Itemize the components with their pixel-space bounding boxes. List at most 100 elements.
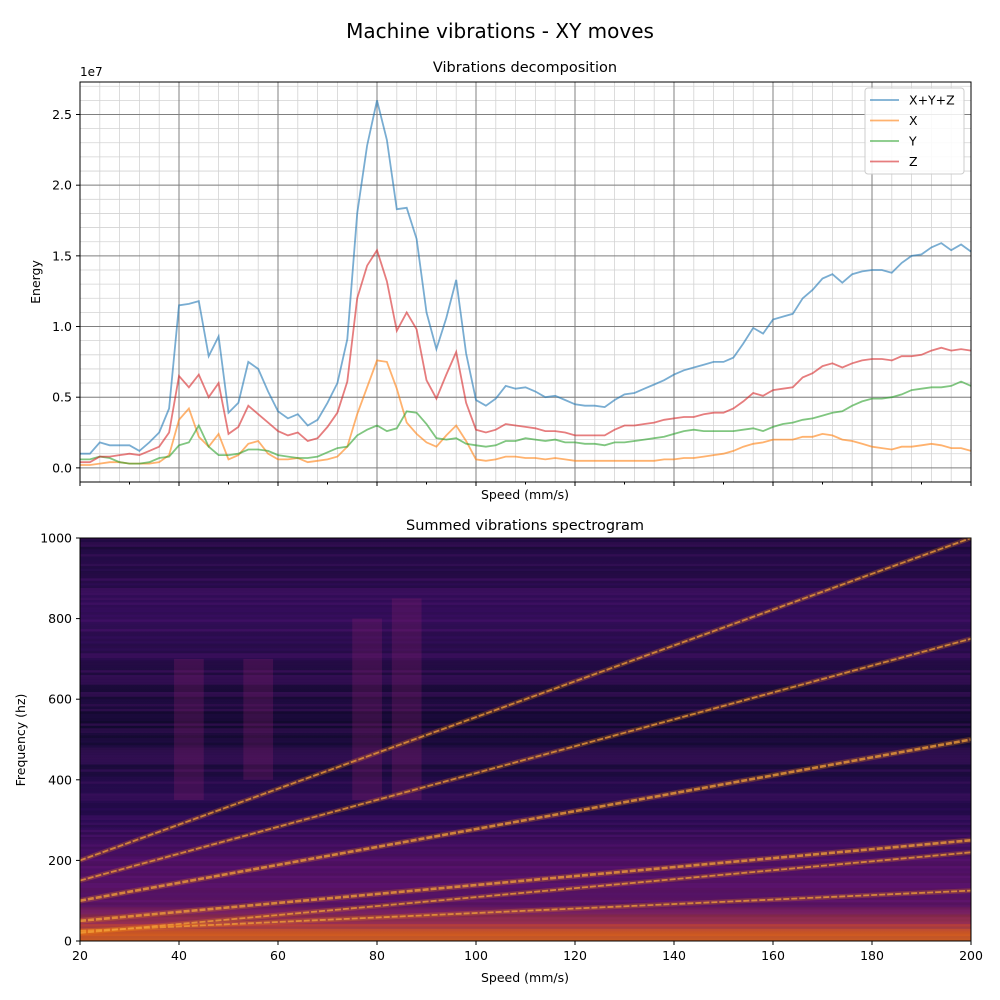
- spectrogram-band: [80, 808, 971, 811]
- top-y-axis-label: Energy: [28, 260, 43, 304]
- spectrogram-band: [80, 841, 971, 845]
- spectrogram-band: [80, 774, 971, 777]
- spectrogram-band: [80, 585, 971, 588]
- spectrogram-band: [80, 919, 971, 922]
- bottom-chart-frame: [79, 537, 972, 942]
- top-chart-ticks: 0.0 0.5 1.0 1.5 2.0 2.5: [52, 107, 972, 486]
- spectrogram-band: [80, 655, 971, 659]
- spectrogram-band: [80, 725, 971, 729]
- spectrogram-band: [80, 633, 971, 637]
- spectrogram-band: [80, 892, 971, 896]
- ridge-line: [80, 889, 971, 932]
- spectrogram-band: [80, 866, 971, 869]
- spectrogram-band: [80, 590, 971, 593]
- spectrogram-band: [80, 783, 971, 787]
- spectrogram-band: [80, 890, 971, 893]
- spectrogram-band: [80, 614, 971, 617]
- spectrogram-band: [80, 781, 971, 784]
- spectrogram-band: [80, 926, 971, 929]
- bottom-x-axis-label: Speed (mm/s): [481, 970, 569, 985]
- spectrogram-band: [80, 708, 971, 712]
- spectrogram-band: [80, 619, 971, 622]
- y-tick-label: 1.0: [52, 319, 72, 334]
- spectrogram-band: [80, 844, 971, 847]
- figure-title: Machine vibrations - XY moves: [346, 19, 654, 43]
- spectrogram-band: [80, 798, 971, 801]
- spectrogram-band: [80, 716, 971, 719]
- legend-entry: Z: [909, 154, 918, 169]
- spectrogram-band: [80, 745, 971, 748]
- spectrogram-band: [80, 846, 971, 850]
- spectrogram-band: [80, 832, 971, 835]
- spectrogram-band: [80, 575, 971, 579]
- bottom-chart-title: Summed vibrations spectrogram: [406, 518, 644, 534]
- spectrogram-band: [80, 851, 971, 854]
- low-frequency-band: [80, 928, 971, 941]
- spectrogram-band: [80, 713, 971, 717]
- spectrogram-band: [80, 754, 971, 758]
- spectrogram-band: [80, 704, 971, 707]
- spectrogram-band: [80, 665, 971, 668]
- spectrogram-band: [80, 916, 971, 920]
- spectrogram-background: [80, 538, 971, 941]
- spectrogram-band: [80, 822, 971, 825]
- spectrogram-band: [80, 571, 971, 574]
- x-tick-label: 100: [464, 948, 488, 963]
- top-y-scale-label: 1e7: [80, 65, 103, 79]
- spectrogram-band: [80, 643, 971, 647]
- y-tick-label: 600: [48, 692, 72, 707]
- legend: X+Y+Z XYZ: [864, 87, 965, 175]
- spectrogram-band: [80, 624, 971, 627]
- x-tick-label: 20: [72, 948, 88, 963]
- spectrogram-band: [80, 583, 971, 586]
- spectrogram-band: [80, 795, 971, 799]
- spectrogram-band: [80, 747, 971, 750]
- spectrogram-band: [80, 602, 971, 605]
- spectrogram-ridges: [80, 538, 971, 936]
- spectrogram-band: [80, 921, 971, 925]
- spectrogram-band: [80, 762, 971, 765]
- bottom-chart-ticks: 20 40 60 80 100 120 140 160 180 200 0 200 400 600 800 1…: [40, 531, 983, 964]
- resonance-region: [391, 598, 422, 800]
- spectrogram-band: [80, 791, 971, 794]
- spectrogram-band: [80, 626, 971, 630]
- resonance-region: [174, 658, 204, 800]
- spectrogram-band: [80, 629, 971, 632]
- spectrogram-band: [80, 829, 971, 833]
- spectrogram-band: [80, 711, 971, 714]
- spectrogram-band: [80, 696, 971, 700]
- resonance-region: [352, 618, 382, 800]
- spectrogram-band: [80, 853, 971, 857]
- spectrogram-band: [80, 621, 971, 625]
- spectrogram-band: [80, 936, 971, 939]
- spectrogram-band: [80, 885, 971, 888]
- top-chart-frame: [79, 81, 972, 483]
- spectrogram-band: [80, 679, 971, 683]
- spectrogram-band: [80, 737, 971, 741]
- series-line-x: [80, 359, 972, 466]
- x-tick-label: 80: [369, 948, 385, 963]
- spectrogram-band: [80, 677, 971, 680]
- y-tick-label: 2.0: [52, 178, 72, 193]
- spectrogram-band: [80, 733, 971, 736]
- spectrogram-band: [80, 839, 971, 842]
- spectrogram-band: [80, 701, 971, 705]
- spectrogram-band: [80, 938, 971, 941]
- spectrogram-band: [80, 887, 971, 891]
- spectrogram-chart: Summed vibrations spectrogram 20 40 60 80 10…: [13, 518, 983, 985]
- spectrogram-band: [80, 658, 971, 661]
- spectrogram-band: [80, 870, 971, 874]
- spectrogram-band: [80, 563, 971, 567]
- y-tick-label: 200: [48, 853, 72, 868]
- top-x-axis-label: Speed (mm/s): [481, 487, 569, 502]
- spectrogram-band: [80, 728, 971, 731]
- spectrogram-band: [80, 648, 971, 651]
- x-tick-label: 40: [171, 948, 187, 963]
- x-tick-label: 60: [270, 948, 286, 963]
- spectrogram-band: [80, 757, 971, 760]
- y-tick-label: 2.5: [52, 107, 72, 122]
- spectrogram-band: [80, 800, 971, 804]
- legend-entry: X+Y+Z: [909, 93, 955, 108]
- spectrogram-band: [80, 580, 971, 584]
